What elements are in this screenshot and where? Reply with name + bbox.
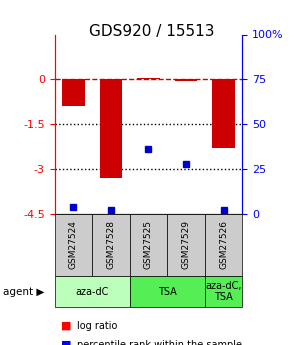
Text: GSM27526: GSM27526 [219,220,228,269]
Text: ■: ■ [61,340,71,345]
Bar [175,79,197,81]
Text: ■: ■ [61,321,71,331]
Bar [100,79,122,178]
Text: aza-dC: aza-dC [75,287,109,296]
Text: aza-dC,
TSA: aza-dC, TSA [205,281,242,302]
Text: log ratio: log ratio [77,321,118,331]
Text: GSM27528: GSM27528 [106,220,115,269]
Text: GDS920 / 15513: GDS920 / 15513 [89,24,214,39]
Text: GSM27524: GSM27524 [69,220,78,269]
Text: GSM27525: GSM27525 [144,220,153,269]
Bar [62,79,85,106]
Text: TSA: TSA [158,287,177,296]
Text: GSM27529: GSM27529 [181,220,191,269]
Bar [212,79,235,148]
Text: percentile rank within the sample: percentile rank within the sample [77,340,242,345]
Text: agent ▶: agent ▶ [3,287,45,296]
Bar [137,78,160,79]
